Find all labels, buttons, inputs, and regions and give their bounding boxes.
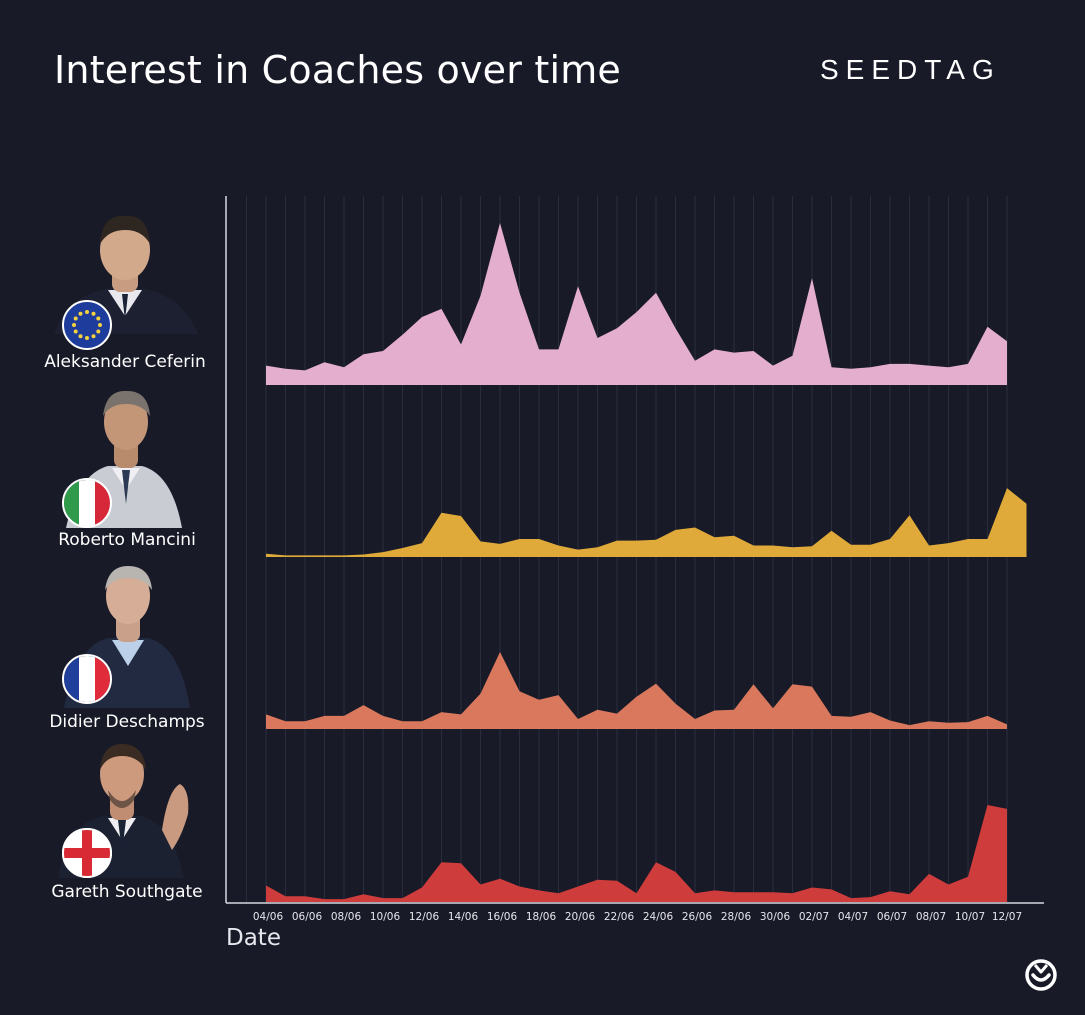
area-series-didier-deschamps — [266, 652, 1007, 729]
seedtag-logo: SEEDTAG — [820, 54, 1001, 85]
x-tick-label: 12/07 — [992, 911, 1022, 923]
x-tick-label: 08/07 — [916, 911, 946, 923]
x-tick-label: 06/07 — [877, 911, 907, 923]
coach-portrait-southgate — [54, 740, 202, 884]
x-tick-label: 10/06 — [370, 911, 401, 923]
italy-flag-icon — [62, 478, 112, 528]
coach-name-ceferin: Aleksander Ceferin — [44, 352, 206, 372]
seedtag-symbol-icon — [1025, 959, 1057, 991]
x-tick-label: 04/06 — [253, 911, 284, 923]
x-tick-label: 22/06 — [604, 911, 635, 923]
coach-name-deschamps: Didier Deschamps — [49, 712, 205, 732]
eu-flag-icon — [62, 300, 112, 350]
coach-name-southgate: Gareth Southgate — [51, 882, 203, 902]
page-title: Interest in Coaches over time — [54, 48, 622, 92]
x-tick-label: 08/06 — [331, 911, 362, 923]
x-tick-label: 10/07 — [955, 911, 985, 923]
x-axis-title: Date — [226, 925, 281, 951]
x-tick-label: 24/06 — [643, 911, 674, 923]
coach-portrait-deschamps — [58, 562, 198, 714]
france-flag-icon — [62, 654, 112, 704]
area-series-aleksander-ceferin — [266, 223, 1007, 385]
x-tick-label: 26/06 — [682, 911, 713, 923]
coach-portrait-ceferin — [50, 208, 200, 358]
x-tick-label: 28/06 — [721, 911, 752, 923]
x-tick-label: 06/06 — [292, 911, 323, 923]
coach-name-mancini: Roberto Mancini — [58, 530, 196, 550]
x-tick-label: 18/06 — [526, 911, 557, 923]
x-tick-label: 02/07 — [799, 911, 829, 923]
x-tick-label: 20/06 — [565, 911, 596, 923]
x-tick-label: 04/07 — [838, 911, 868, 923]
england-flag-icon — [62, 828, 112, 878]
area-series-roberto-mancini — [266, 488, 1027, 557]
x-tick-label: 16/06 — [487, 911, 518, 923]
x-tick-label: 14/06 — [448, 911, 479, 923]
area-series-gareth-southgate — [266, 805, 1007, 902]
x-tick-label: 12/06 — [409, 911, 440, 923]
coach-portrait-mancini — [56, 386, 196, 536]
x-tick-label: 30/06 — [760, 911, 791, 923]
